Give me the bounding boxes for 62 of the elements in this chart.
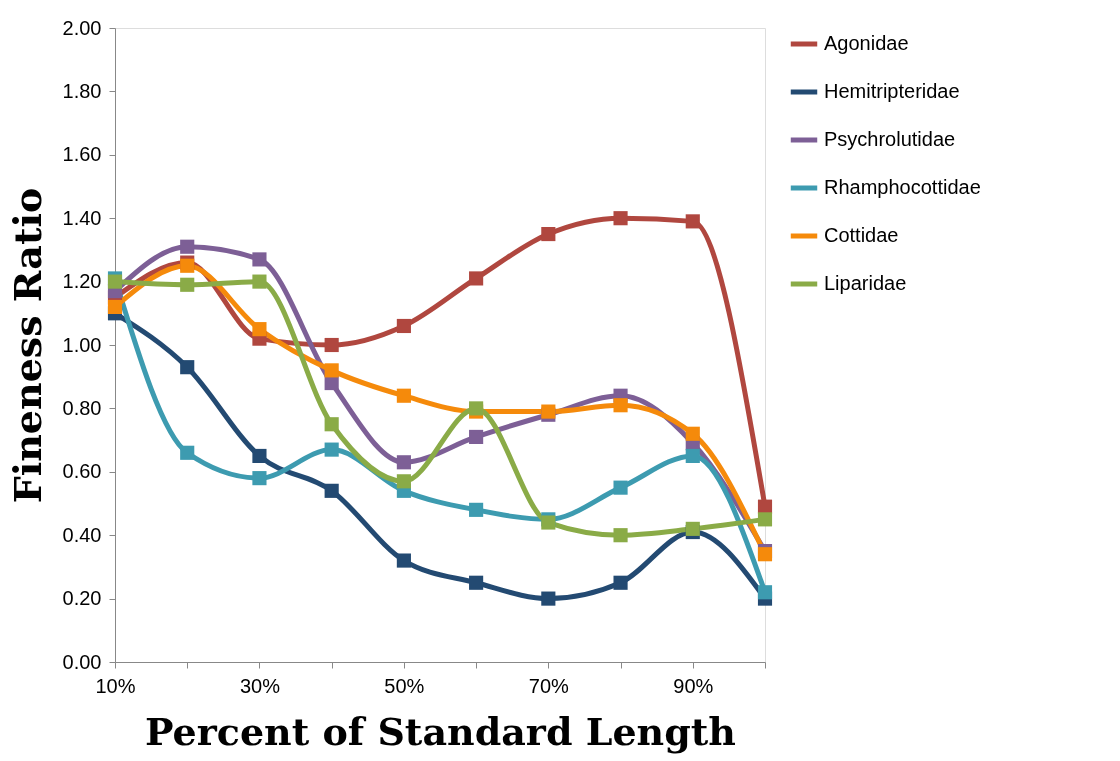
point [180,360,195,375]
point [685,521,700,536]
y-tick-label: 0.40 [62,523,102,546]
x-tick-label: 10% [95,674,136,697]
point [541,591,556,606]
point [324,417,339,432]
point [757,512,773,527]
x-tick-label: 70% [528,674,570,697]
y-tick-label: 0.00 [62,650,102,673]
x-axis-title: Percent of Standard Length [145,708,736,754]
point [180,277,195,292]
legend-label: Hemitripteridae [824,80,960,102]
y-tick-label: 1.20 [62,270,102,293]
point [613,211,628,226]
legend-label: Liparidae [824,272,907,294]
point [180,445,195,460]
point [324,375,339,391]
point [469,271,484,286]
point [685,448,700,464]
point [324,337,339,353]
y-tick-label: 0.80 [62,396,102,419]
legend-label: Agonidae [824,32,909,54]
point [396,553,411,568]
point [469,502,484,517]
legend-label: Rhamphocottidae [824,176,981,198]
y-tick-label: 1.80 [62,79,102,102]
point [252,471,267,486]
point [252,252,267,267]
point [685,214,700,229]
y-tick-label: 0.60 [62,460,102,483]
point [613,398,628,413]
point [324,363,339,378]
point [180,239,195,254]
x-tick-label: 30% [239,674,281,697]
point [396,474,411,489]
point [324,483,339,498]
point [107,299,123,315]
point [252,448,267,464]
legend-label: Psychrolutidae [824,128,956,150]
point [396,455,411,470]
x-tick-label: 50% [384,674,425,697]
point [324,442,339,457]
y-axis-title: Fineness Ratio [4,187,50,504]
point [252,322,267,337]
point [396,388,411,403]
y-tick-label: 1.00 [62,333,102,356]
point [685,426,700,441]
point [613,575,628,590]
y-tick-label: 1.40 [62,206,102,229]
point [252,274,267,289]
point [469,575,484,590]
y-tick-label: 0.20 [62,587,102,610]
y-tick-label: 1.60 [62,143,102,166]
point [613,480,628,495]
legend-label: Cottidae [824,224,899,246]
point [396,318,411,334]
point [541,226,556,242]
point [469,429,484,444]
point [613,528,628,543]
point [757,585,773,600]
x-tick-label: 90% [673,674,714,697]
y-tick-label: 2.00 [62,16,102,39]
